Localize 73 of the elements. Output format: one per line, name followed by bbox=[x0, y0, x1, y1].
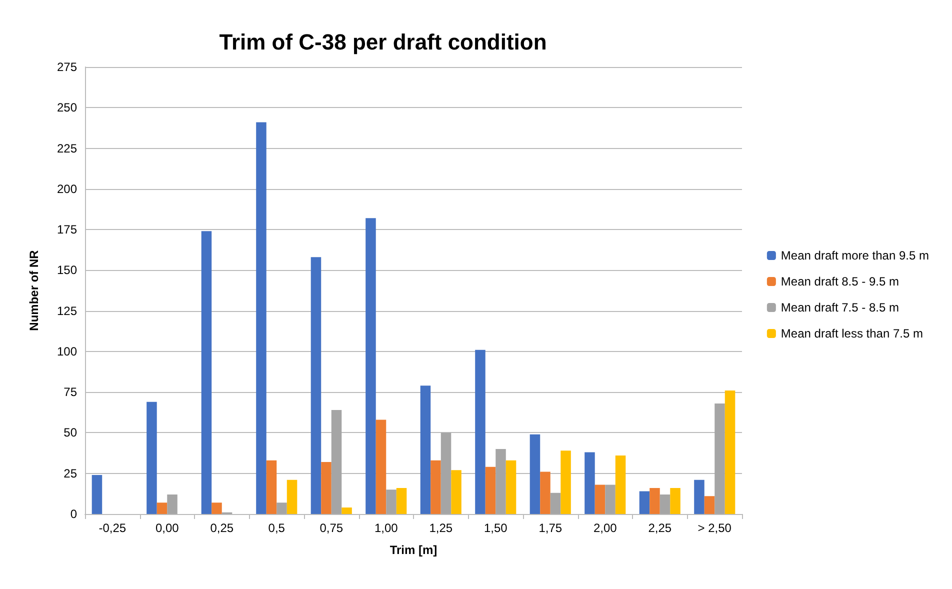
bar bbox=[201, 231, 212, 514]
x-tick-label: 2,25 bbox=[648, 521, 672, 535]
x-tick-label: 2,00 bbox=[593, 521, 618, 535]
bar bbox=[485, 466, 496, 514]
x-tick-label: 0,5 bbox=[268, 521, 286, 535]
bar bbox=[704, 496, 715, 514]
bar bbox=[660, 494, 670, 514]
x-tick-label: 1,50 bbox=[484, 521, 508, 535]
bar bbox=[366, 218, 376, 514]
bar bbox=[584, 452, 595, 514]
bar bbox=[310, 257, 322, 514]
bar bbox=[714, 403, 725, 514]
bar bbox=[496, 448, 506, 514]
x-tick-label: > 2,50 bbox=[698, 521, 732, 535]
x-tick-label: -0,25 bbox=[98, 521, 126, 535]
y-tick-label: 0 bbox=[70, 507, 78, 521]
bar bbox=[694, 480, 704, 514]
legend-label: Mean draft 8.5 - 9.5 m bbox=[780, 274, 899, 288]
y-tick-label: 75 bbox=[64, 385, 78, 400]
bar bbox=[724, 390, 736, 514]
bar bbox=[615, 455, 626, 514]
y-tick-label: 225 bbox=[56, 141, 78, 156]
bar bbox=[451, 470, 462, 514]
bar bbox=[212, 502, 222, 514]
bar bbox=[670, 488, 680, 514]
y-tick-label: 200 bbox=[56, 182, 78, 196]
x-tick-label: 0,00 bbox=[155, 521, 180, 535]
bar bbox=[92, 474, 102, 514]
legend-label: Mean draft 7.5 - 8.5 m bbox=[780, 300, 899, 314]
bar bbox=[396, 488, 407, 514]
bar bbox=[266, 460, 277, 514]
bar bbox=[331, 410, 342, 514]
y-tick-label: 100 bbox=[56, 344, 78, 358]
bar bbox=[560, 450, 571, 514]
y-tick-label: 25 bbox=[64, 466, 78, 480]
bar bbox=[321, 462, 332, 514]
bar bbox=[506, 460, 516, 514]
x-tick-label: 1,25 bbox=[429, 521, 453, 535]
bar bbox=[430, 460, 441, 514]
bar bbox=[530, 434, 540, 514]
bar bbox=[286, 480, 298, 514]
bar bbox=[420, 386, 431, 514]
bar bbox=[475, 350, 486, 514]
y-tick-label: 50 bbox=[64, 426, 78, 440]
y-axis-title: Number of NR bbox=[27, 250, 41, 331]
bar bbox=[650, 488, 660, 514]
bar bbox=[156, 502, 168, 514]
y-tick-label: 175 bbox=[56, 222, 78, 237]
x-tick-label: 0,25 bbox=[210, 521, 234, 535]
legend-label: Mean draft less than 7.5 m bbox=[780, 326, 924, 340]
bar bbox=[386, 490, 396, 514]
bar bbox=[342, 508, 352, 514]
bar bbox=[594, 484, 606, 514]
legend-label: Mean draft more than 9.5 m bbox=[780, 248, 930, 262]
y-tick-label: 250 bbox=[56, 100, 78, 115]
bar bbox=[256, 122, 266, 514]
bar bbox=[540, 472, 550, 514]
x-axis-title: Trim [m] bbox=[390, 543, 438, 557]
x-tick-label: 1,00 bbox=[374, 521, 398, 535]
bar bbox=[146, 402, 157, 514]
bar bbox=[639, 491, 650, 514]
bar bbox=[376, 420, 386, 514]
bar bbox=[276, 502, 287, 514]
bar bbox=[550, 492, 561, 514]
y-tick-label: 275 bbox=[56, 60, 78, 74]
bar bbox=[167, 494, 178, 514]
x-tick-label: 1,75 bbox=[538, 521, 562, 535]
bar bbox=[605, 484, 616, 514]
x-tick-label: 0,75 bbox=[320, 521, 344, 535]
chart-title: Trim of C-38 per draft condition bbox=[219, 30, 547, 54]
y-tick-label: 125 bbox=[56, 304, 78, 318]
y-tick-label: 150 bbox=[56, 263, 78, 278]
bar bbox=[440, 432, 452, 514]
